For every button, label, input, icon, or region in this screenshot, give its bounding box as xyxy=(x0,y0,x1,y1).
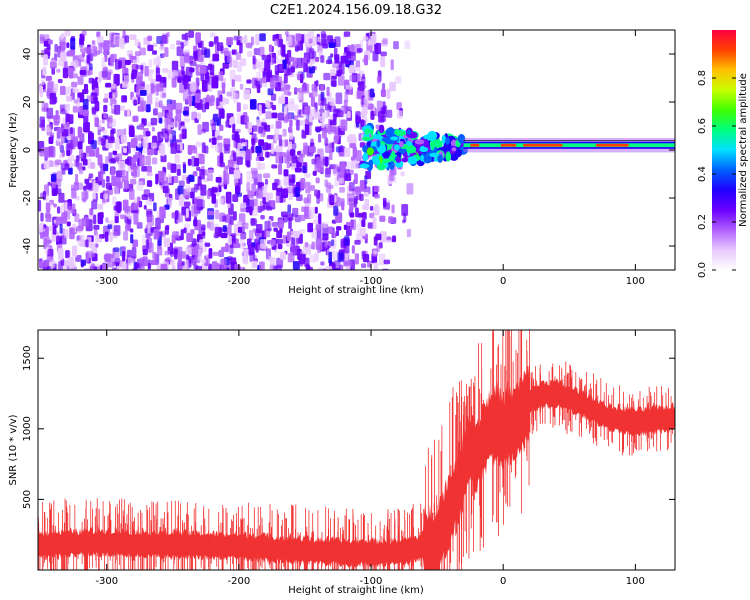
x-tick-label: 0 xyxy=(500,276,506,287)
colorbar-ticks: 0.0 0.2 0.4 0.6 0.8 xyxy=(697,70,736,278)
snr-y-ticks: 500 1000 1500 xyxy=(22,346,675,509)
snr-x-ticks: -300 -200 -100 0 100 xyxy=(95,330,645,587)
snr-panel: -300 -200 -100 0 100 500 1000 1500 Height of s… xyxy=(8,329,676,596)
colorbar-tick-label: 0.0 xyxy=(697,262,708,278)
x-tick-label: 100 xyxy=(626,576,645,587)
y-tick-label: 0 xyxy=(22,147,33,153)
spectrogram-y-ticks: -40 -20 0 20 40 xyxy=(22,48,675,254)
y-tick-label: -20 xyxy=(22,190,33,206)
colorbar-label: Normalized spectral amplitude xyxy=(738,73,749,227)
y-tick-label: 1000 xyxy=(22,416,33,441)
colorbar-gradient xyxy=(712,30,736,270)
x-tick-label: -200 xyxy=(228,276,251,287)
colorbar-tick-label: 0.4 xyxy=(697,166,708,182)
colorbar: 0.0 0.2 0.4 0.6 0.8 Normalized spectral ampl… xyxy=(697,30,749,278)
x-tick-label: -100 xyxy=(360,576,383,587)
x-tick-label: -100 xyxy=(360,276,383,287)
chart-title: C2E1.2024.156.09.18.G32 xyxy=(270,3,442,18)
snr-frame xyxy=(37,329,676,571)
spectrogram-heatmap xyxy=(38,30,675,270)
x-tick-label: 0 xyxy=(500,576,506,587)
colorbar-tick-label: 0.8 xyxy=(697,70,708,86)
snr-spikes xyxy=(38,330,674,570)
y-tick-label: -40 xyxy=(22,238,33,254)
x-tick-label: 100 xyxy=(626,276,645,287)
spectrogram-x-ticks: -300 -200 -100 0 100 xyxy=(95,30,645,287)
colorbar-tick-label: 0.2 xyxy=(697,214,708,230)
y-tick-label: 500 xyxy=(22,490,33,509)
spectrogram-x-axis-label: Height of straight line (km) xyxy=(288,285,424,296)
spectrogram-y-axis-label: Frequency (Hz) xyxy=(8,112,19,188)
colorbar-tick-label: 0.6 xyxy=(697,118,708,134)
snr-x-axis-label: Height of straight line (km) xyxy=(288,585,424,596)
x-tick-label: -300 xyxy=(95,576,118,587)
x-tick-label: -200 xyxy=(228,576,251,587)
x-tick-label: -300 xyxy=(95,276,118,287)
y-tick-label: 20 xyxy=(22,96,33,109)
y-tick-label: 40 xyxy=(22,48,33,61)
snr-y-axis-label: SNR (10 * v/v) xyxy=(8,414,19,485)
y-tick-label: 1500 xyxy=(22,346,33,371)
